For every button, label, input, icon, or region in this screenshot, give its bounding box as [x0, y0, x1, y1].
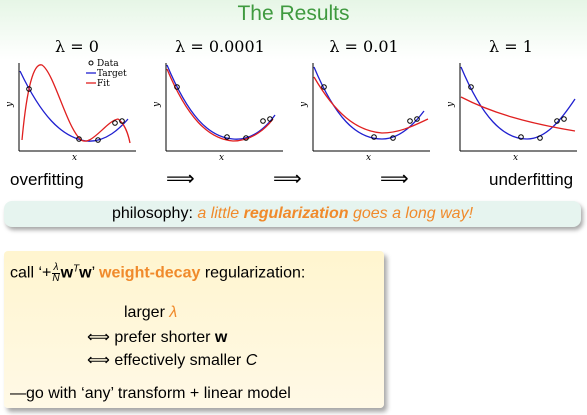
- legend-data-label: Data: [97, 59, 119, 69]
- philosophy-part2: goes a long way!: [348, 205, 474, 222]
- frac-num: λ: [52, 262, 60, 274]
- data-point: [76, 136, 82, 142]
- frac-den: N: [52, 273, 60, 284]
- effectively-line: ⟺ effectively smaller C: [87, 350, 257, 370]
- title-band: [0, 0, 587, 60]
- x-axis-label: x: [366, 153, 371, 163]
- larger-text: larger: [124, 304, 170, 321]
- data-point: [561, 116, 567, 122]
- call-quote-end: ’: [91, 264, 100, 282]
- y-axis-label: y: [153, 101, 162, 108]
- w-vector: w: [79, 264, 92, 282]
- fit-curve: [313, 76, 429, 134]
- c-symbol: C: [245, 352, 258, 369]
- call-prefix: call ‘+: [10, 264, 52, 282]
- lambda-label-2: λ = 0.01: [329, 37, 399, 56]
- plot-panel-4: y x: [447, 63, 577, 163]
- data-point: [224, 134, 230, 140]
- philosophy-bold: regularization: [243, 205, 349, 222]
- implies-arrow-1: ⟹: [166, 166, 195, 190]
- lambda-label-3: λ = 1: [489, 37, 533, 56]
- fit-curve: [166, 68, 274, 142]
- x-axis-label: x: [219, 153, 224, 163]
- legend-fit-label: Fit: [97, 79, 110, 89]
- data-point: [468, 84, 474, 90]
- philosophy-prefix: philosophy:: [111, 205, 198, 222]
- data-point: [95, 137, 101, 143]
- target-curve: [460, 66, 576, 140]
- iff-symbol: ⟺: [87, 329, 110, 346]
- transpose-sup: T: [73, 263, 80, 275]
- call-suffix: regularization:: [200, 264, 306, 282]
- data-point: [407, 118, 413, 124]
- prefer-text: prefer shorter: [109, 329, 215, 346]
- lambda-label-0: λ = 0: [55, 37, 99, 56]
- plot-panel-1: y x Data Target Fit: [6, 59, 136, 163]
- go-with-line: —go with ‘any’ transform + linear model: [10, 385, 291, 402]
- data-point: [390, 135, 396, 141]
- data-point: [518, 134, 524, 140]
- philosophy-box: philosophy: a little regularization goes…: [4, 201, 581, 227]
- overfitting-label: overfitting: [10, 170, 84, 189]
- y-axis-label: y: [6, 101, 15, 108]
- larger-lambda-line: larger λ: [124, 304, 177, 322]
- data-point: [414, 116, 420, 122]
- w-transpose: w: [60, 264, 74, 282]
- y-axis-label: y: [300, 101, 309, 108]
- target-curve: [166, 64, 276, 140]
- data-point: [243, 135, 249, 141]
- philosophy-part1: a little: [197, 205, 244, 222]
- plot-panel-2: y x: [153, 63, 283, 163]
- target-curve: [313, 66, 425, 140]
- implies-arrow-2: ⟹: [273, 166, 302, 190]
- data-point: [537, 135, 543, 141]
- weight-decay-term: weight-decay: [99, 264, 201, 282]
- fit-curve: [21, 64, 131, 144]
- effectively-text: effectively smaller: [109, 352, 246, 369]
- data-point: [260, 118, 266, 124]
- data-point: [119, 118, 125, 124]
- iff-symbol-2: ⟺: [87, 352, 110, 369]
- legend-data-marker: [88, 60, 94, 66]
- prefer-w: w: [214, 329, 228, 346]
- data-point: [321, 84, 327, 90]
- x-axis-label: x: [513, 153, 518, 163]
- data-point: [267, 116, 273, 122]
- data-point: [26, 86, 32, 92]
- lambda-symbol: λ: [169, 304, 178, 321]
- data-point: [112, 120, 118, 126]
- implies-arrow-3: ⟹: [380, 166, 409, 190]
- plot-panel-3: y x: [300, 63, 430, 163]
- legend-target-label: Target: [97, 69, 127, 79]
- data-point: [554, 118, 560, 124]
- data-point: [371, 134, 377, 140]
- x-axis-label: x: [72, 153, 77, 163]
- fit-curve: [460, 96, 576, 132]
- underfitting-label: underfitting: [489, 170, 574, 189]
- slide-title: The Results: [237, 2, 350, 25]
- y-axis-label: y: [447, 101, 456, 108]
- lambda-label-1: λ = 0.0001: [175, 37, 265, 56]
- prefer-line: ⟺ prefer shorter w: [87, 327, 227, 347]
- data-point: [174, 84, 180, 90]
